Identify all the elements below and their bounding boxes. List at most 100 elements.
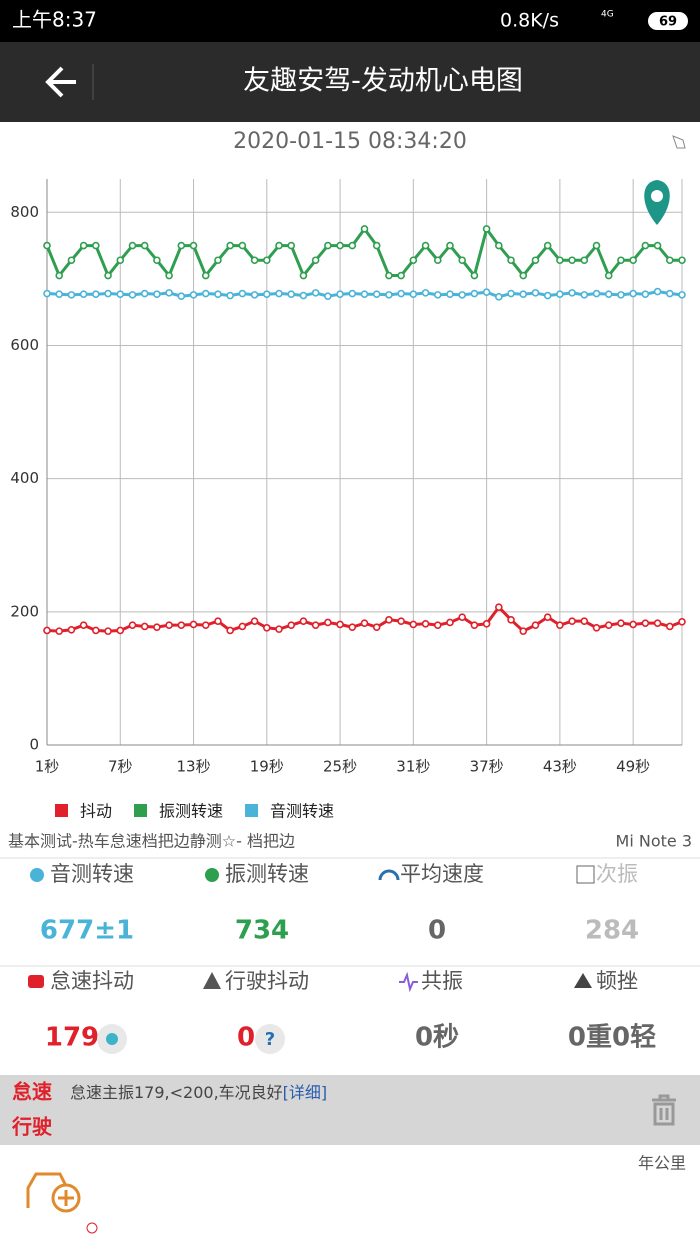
data-point: [177, 621, 186, 629]
data-point: [263, 256, 271, 265]
data-point: [446, 290, 454, 298]
data-point: [433, 621, 442, 629]
message: 怠速主振179,<200,车况良好: [70, 1083, 283, 1102]
data-point: [263, 290, 271, 298]
data-point: [617, 619, 625, 627]
back-button[interactable]: [45, 66, 76, 98]
data-point: [226, 626, 234, 635]
header: [0, 42, 700, 122]
data-point: [360, 290, 369, 298]
data-point: [397, 271, 405, 280]
detail-link[interactable]: [详细]: [283, 1083, 328, 1102]
x-tick-label: 1秒: [35, 758, 60, 776]
data-point: [275, 625, 283, 633]
data-point: [104, 271, 112, 280]
stat-icon: [203, 972, 221, 989]
data-point: [458, 256, 466, 265]
data-point: [104, 289, 112, 298]
data-point: [568, 256, 576, 265]
data-point: [299, 271, 308, 280]
device: Mi Note 3: [616, 832, 692, 851]
data-point: [421, 620, 430, 628]
data-point: [348, 289, 357, 298]
driving-label[interactable]: 行驶: [11, 1115, 52, 1139]
data-point: [372, 241, 381, 250]
data-point: [189, 241, 198, 250]
stat-label: 次振: [596, 862, 638, 886]
legend-label: 振测转速: [159, 802, 223, 821]
data-point: [543, 291, 552, 300]
help-badge[interactable]: [255, 1024, 285, 1054]
data-point: [482, 288, 491, 297]
data-point: [177, 241, 186, 250]
data-point: [55, 627, 64, 635]
y-tick-label: 600: [10, 336, 39, 354]
data-point: [299, 617, 308, 625]
stat-icon: [576, 865, 595, 884]
data-point: [104, 627, 112, 635]
battery: [648, 12, 688, 30]
x-tick-label: 31秒: [396, 758, 430, 776]
data-point: [433, 291, 442, 299]
data-point: [604, 621, 613, 629]
data-point: [263, 624, 271, 632]
data-point: [311, 256, 320, 265]
data-point: [495, 293, 503, 301]
data-point: [214, 617, 222, 625]
data-point: [116, 256, 125, 265]
data-point: [92, 241, 100, 250]
data-point: [665, 622, 674, 631]
clock: 上午8:37: [12, 8, 97, 32]
chart: 0 200 400 600 800 1秒 7秒 13秒 19秒 25秒 31秒 37秒 43秒 49秒抖动…: [10, 179, 686, 821]
data-point: [592, 624, 601, 632]
data-point: [177, 292, 186, 300]
data-point: [67, 256, 76, 265]
data-point: [336, 241, 344, 250]
x-tick-label: 49秒: [616, 758, 650, 776]
data-point: [189, 291, 198, 299]
stat-value: 677±1: [40, 916, 134, 946]
data-point: [678, 291, 686, 299]
data-point: [397, 289, 405, 298]
location-pin[interactable]: [644, 180, 670, 225]
data-point: [201, 621, 210, 629]
data-point: [214, 290, 222, 298]
data-point: [128, 291, 137, 299]
x-tick-label: 25秒: [323, 758, 357, 776]
data-point: [409, 256, 418, 265]
data-point: [604, 271, 613, 280]
data-point: [250, 256, 259, 265]
data-point: [140, 289, 149, 298]
status-panel: [0, 1075, 700, 1145]
data-point: [531, 256, 540, 265]
data-point: [592, 241, 601, 250]
data-point: [43, 289, 51, 298]
stat-icon: [205, 868, 219, 882]
network-speed: 0.8K/s: [500, 10, 559, 32]
data-point: [580, 256, 589, 265]
data-point: [385, 616, 393, 624]
data-point: [470, 621, 479, 629]
hand-icon[interactable]: [672, 135, 686, 149]
data-point: [153, 256, 161, 265]
data-point: [641, 619, 650, 627]
data-point: [604, 290, 613, 298]
add-car-button[interactable]: [26, 1172, 68, 1208]
stat-value: 0: [428, 916, 446, 946]
idle-label[interactable]: 怠速: [12, 1080, 52, 1104]
data-point: [629, 289, 637, 298]
data-point: [79, 241, 88, 250]
data-point: [446, 241, 454, 250]
data-point: [580, 617, 589, 625]
data-point: [507, 256, 515, 265]
data-point: [495, 241, 503, 250]
data-point: [482, 620, 491, 628]
status-bar: [0, 0, 700, 42]
data-point: [360, 225, 369, 233]
data-point: [556, 621, 564, 629]
timestamp: 2020-01-15 08:34:20: [233, 129, 467, 154]
delete-button[interactable]: [652, 1094, 676, 1126]
data-point: [79, 290, 88, 298]
data-point: [409, 290, 418, 298]
